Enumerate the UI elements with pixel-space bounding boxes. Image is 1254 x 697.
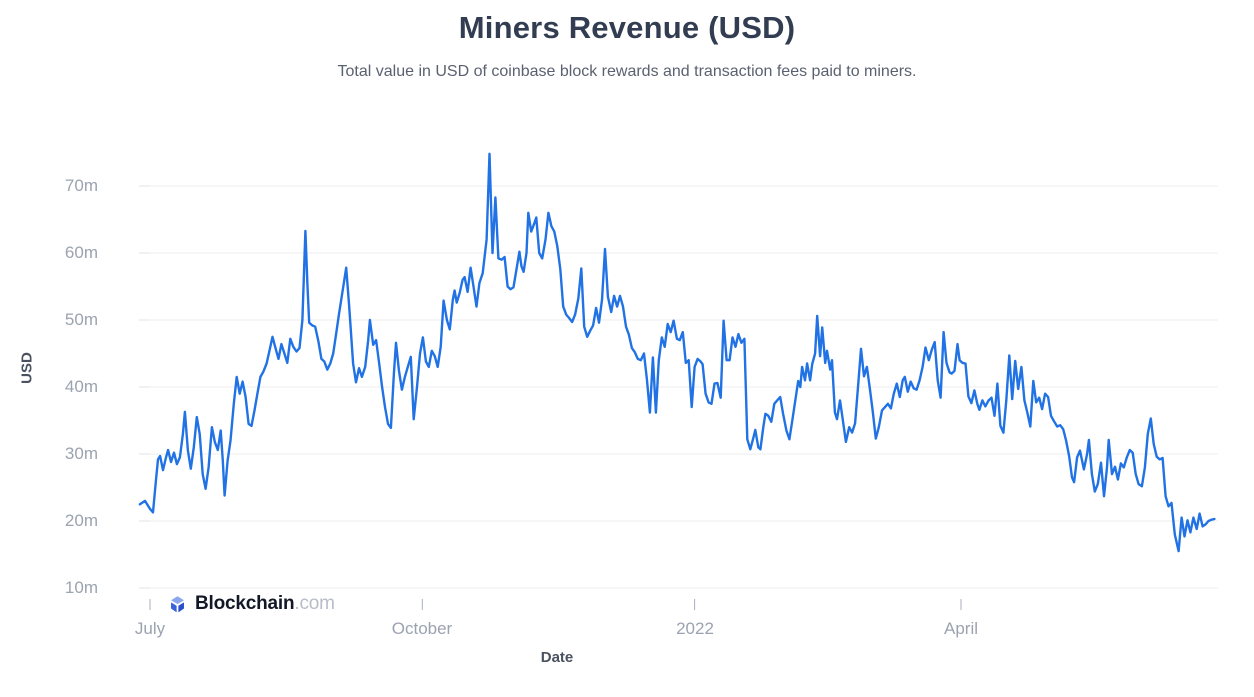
y-axis-label: 40m [64, 377, 98, 396]
watermark-suffix-text: .com [294, 593, 335, 614]
y-axis-label: 10m [64, 578, 98, 597]
y-axis-label: 30m [64, 444, 98, 463]
chart-subtitle: Total value in USD of coinbase block rew… [337, 63, 917, 80]
x-axis-label: July [134, 619, 166, 638]
revenue-line-series[interactable] [138, 152, 1216, 553]
x-axis-label: October [391, 619, 453, 638]
x-axis-label: 2022 [676, 619, 714, 638]
watermark-brand-text: Blockchain [195, 593, 295, 614]
y-axis-label: 20m [64, 511, 98, 530]
chart-title: Miners Revenue (USD) [458, 10, 796, 45]
y-axis-title: USD [18, 352, 36, 384]
blockchain-logo-icon [167, 594, 188, 615]
y-axis-label: 60m [64, 243, 98, 262]
x-axis-title: Date [540, 649, 574, 666]
y-axis-label: 50m [64, 310, 98, 329]
blockchain-watermark-link[interactable]: Blockchain .com [167, 593, 335, 615]
y-axis-label: 70m [64, 176, 98, 195]
x-axis-label: April [943, 619, 978, 638]
